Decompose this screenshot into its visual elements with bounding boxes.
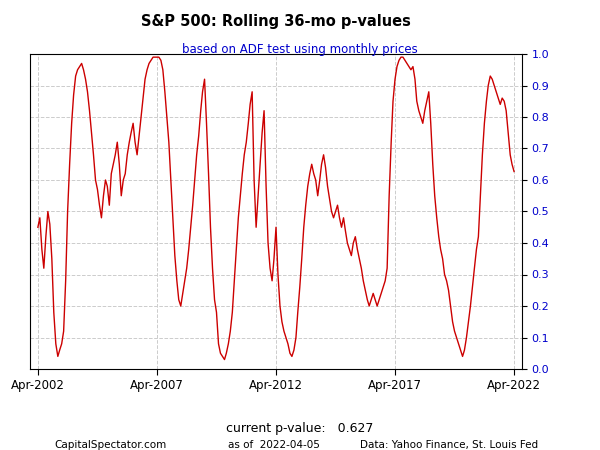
- Text: current p-value:   0.627: current p-value: 0.627: [226, 422, 374, 435]
- Text: based on ADF test using monthly prices: based on ADF test using monthly prices: [182, 43, 418, 56]
- Text: Data: Yahoo Finance, St. Louis Fed: Data: Yahoo Finance, St. Louis Fed: [360, 440, 538, 450]
- Text: CapitalSpectator.com: CapitalSpectator.com: [54, 440, 166, 450]
- Title: S&P 500: Rolling 36-mo p-values: S&P 500: Rolling 36-mo p-values: [141, 14, 411, 29]
- Text: as of  2022-04-05: as of 2022-04-05: [228, 440, 320, 450]
